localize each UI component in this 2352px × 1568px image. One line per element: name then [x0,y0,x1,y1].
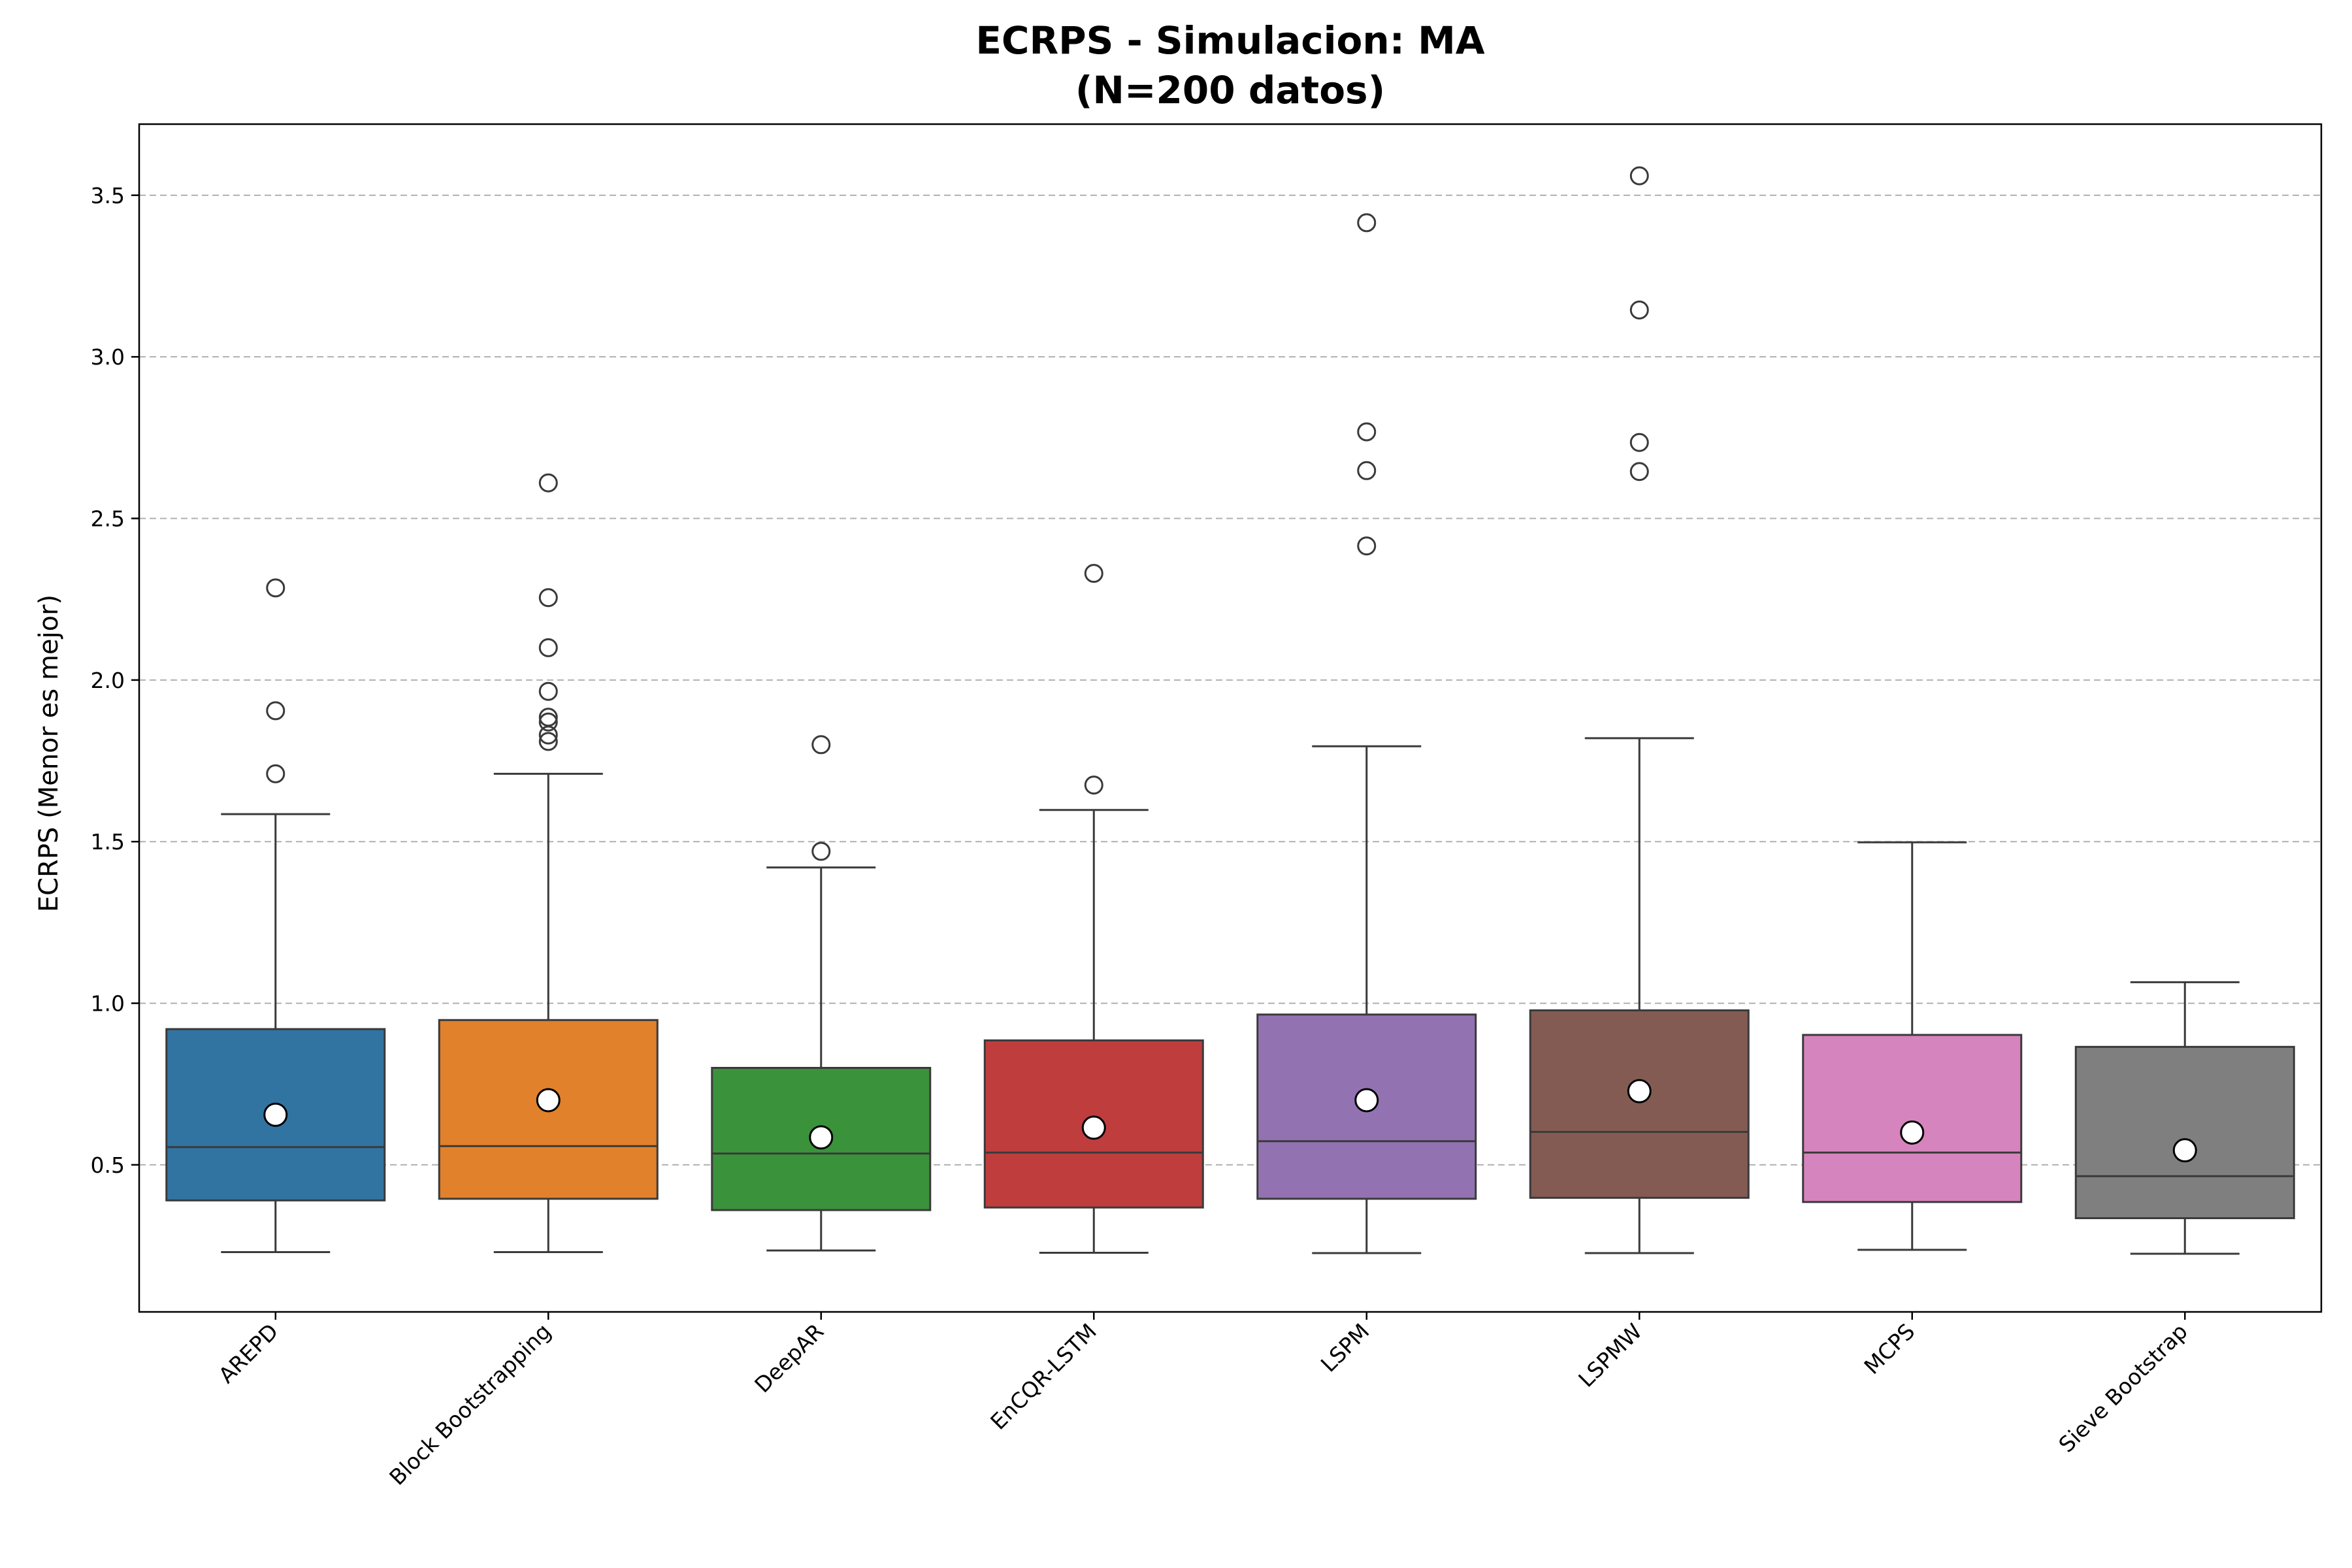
x-axis-ticks: AREPD Block Bootstrapping DeepAR EnCQR-LSTM… [214,1312,2193,1490]
y-tick-label: 2.5 [91,506,125,532]
y-tick-label: 1.0 [91,991,125,1017]
axes-frame [138,123,2323,1313]
y-tick-label: 3.5 [91,183,125,208]
box-group [983,564,1204,1254]
chart-subtitle: (N=200 datos) [1075,68,1385,112]
outlier-point [1084,776,1103,795]
outlier-point [811,735,831,755]
outlier-point [538,708,558,727]
outlier-point [538,473,558,493]
x-tick-label: LSPM [1316,1318,1375,1377]
mean-marker [263,1102,288,1127]
mean-marker [1354,1088,1379,1113]
box-group [438,473,659,1253]
y-tick-label: 0.5 [91,1152,125,1178]
outlier-point [266,701,286,721]
x-tick-label: DeepAR [749,1318,828,1397]
outlier-point [1357,422,1377,442]
outlier-point [538,712,558,732]
outlier-point [538,588,558,608]
y-tick-label: 1.5 [91,829,125,855]
mean-marker [809,1125,834,1150]
y-axis-label: ECRPS (Menor es mejor) [34,595,64,912]
mean-marker [2172,1138,2197,1163]
x-tick-label: MCPS [1859,1318,1920,1379]
outlier-point [538,638,558,657]
outlier-point [1629,433,1649,452]
box-group [1529,166,1750,1254]
box-group [711,735,932,1252]
plot-area [165,166,2295,1255]
outlier-point [811,841,831,861]
x-tick-label: LSPMW [1573,1318,1647,1392]
y-axis-ticks: 0.5 1.0 1.5 2.0 2.5 3.0 3.5 [91,183,139,1178]
x-tick-label: Sieve Bootstrap [2053,1318,2193,1458]
mean-marker [1627,1079,1652,1103]
box-group [2074,981,2295,1255]
outlier-point [1084,564,1103,583]
outlier-point [266,764,286,783]
outlier-point [1629,300,1649,319]
x-tick-label: Block Bootstrapping [384,1318,556,1490]
outlier-point [266,578,286,598]
outlier-point [1357,536,1377,556]
outlier-point [1629,166,1649,186]
outlier-point [538,681,558,701]
box-group [1802,841,2023,1251]
box-group [165,578,386,1253]
x-tick-label: AREPD [214,1318,284,1388]
y-tick-label: 3.0 [91,344,125,370]
chart-title: ECRPS - Simulacion: MA [975,18,1484,63]
y-tick-label: 2.0 [91,668,125,693]
outlier-point [1357,213,1377,233]
mean-marker [536,1088,561,1113]
outlier-point [1629,462,1649,482]
box [2074,1045,2295,1220]
box [1529,1009,1750,1199]
mean-marker [1900,1120,1925,1145]
gridlines [139,194,2321,1166]
outlier-point [1357,461,1377,480]
mean-marker [1081,1115,1106,1140]
outlier-point [538,732,558,751]
x-tick-label: EnCQR-LSTM [985,1318,1102,1435]
box [1802,1034,2023,1203]
box-group [1256,213,1477,1254]
